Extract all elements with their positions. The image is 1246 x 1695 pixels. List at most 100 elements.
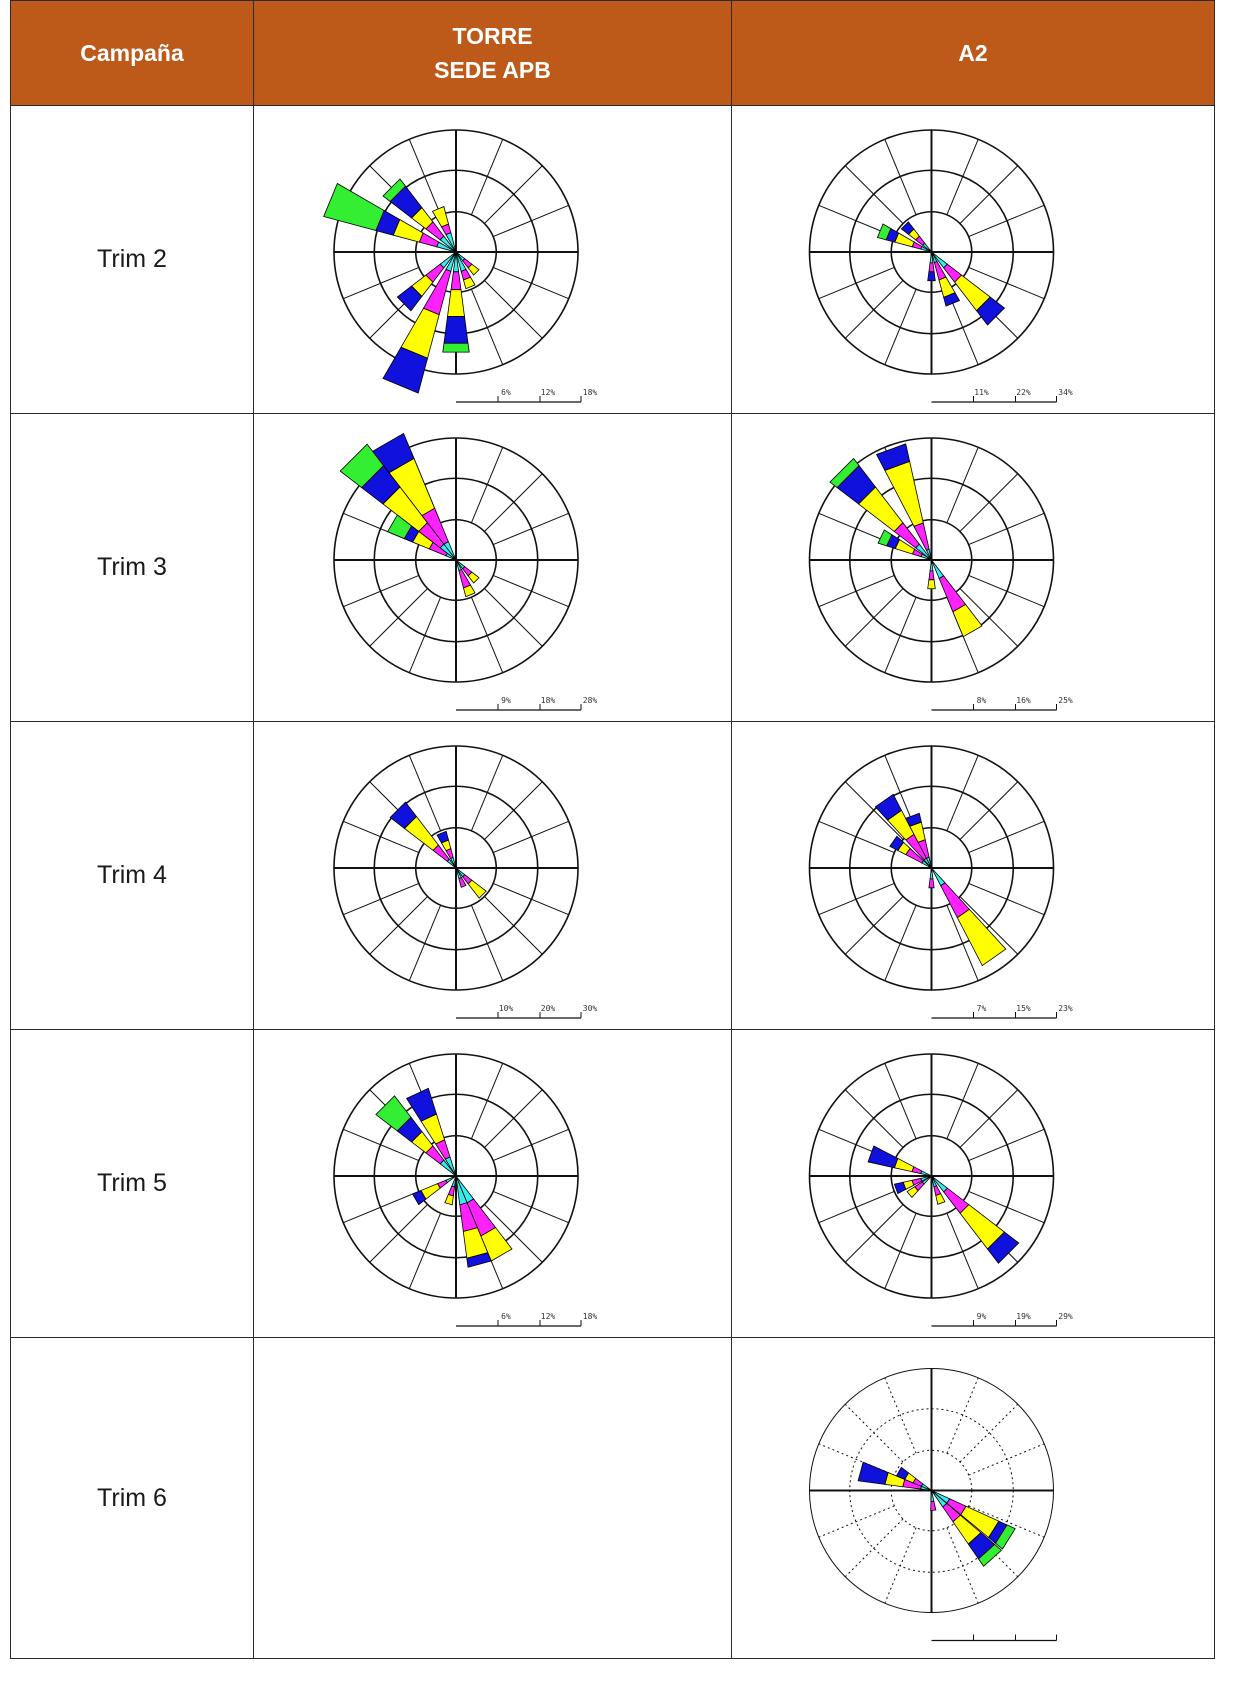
wind-rose-a2: 11% 22% 34% <box>808 129 1073 403</box>
scale-label: 6% <box>501 388 511 397</box>
table-row: Trim 3 9% 18% 28% 8% 16% 25% <box>10 413 1215 722</box>
torre-cell: 10% 20% 30% <box>253 721 732 1030</box>
rose-petal-segment <box>877 529 893 547</box>
grid-spoke <box>470 447 504 523</box>
rose-petal-segment <box>867 1145 899 1169</box>
rose-petal-segment <box>920 1170 931 1177</box>
rose-petal-segment <box>857 1461 889 1485</box>
table-row: Trim 4 10% 20% 30% 7% 15% 23% <box>10 721 1215 1030</box>
grid-spoke <box>968 266 1045 300</box>
grid-spoke <box>968 204 1045 238</box>
grid-spoke <box>493 1128 569 1162</box>
grid-spoke <box>484 280 543 339</box>
grid-spoke <box>484 896 543 955</box>
grid-spoke <box>493 882 569 916</box>
grid-spoke <box>968 1190 1045 1224</box>
scale-label: 12% <box>541 388 556 397</box>
rose-petal-segment <box>467 571 480 584</box>
scale-label: 15% <box>1016 1004 1031 1013</box>
rose-petal-segment <box>443 316 469 344</box>
grid-spoke <box>959 1089 1019 1148</box>
rose-petal-segment <box>442 342 470 353</box>
rose-petal-segment <box>995 1524 1016 1550</box>
rose-petal-segment <box>906 1186 919 1198</box>
wind-rose-a2: 7% 15% 23% <box>808 745 1073 1019</box>
grid-spoke <box>968 1505 1045 1538</box>
grid-spoke <box>844 280 904 339</box>
scale-label: 19% <box>1016 1312 1031 1321</box>
scale-label: 28% <box>583 696 598 705</box>
scale-label: 11% <box>974 388 989 397</box>
rose-petal-segment <box>466 1252 492 1268</box>
rose-petal-segment <box>405 1087 437 1122</box>
rose-petal-segment <box>928 262 935 273</box>
rose-petal-segment <box>463 276 476 290</box>
rose-petal-segment <box>339 443 385 489</box>
grid-spoke <box>959 896 1019 955</box>
scale-label: 7% <box>977 1004 987 1013</box>
scale-label: 23% <box>1058 1004 1073 1013</box>
scale-label: 30% <box>583 1004 598 1013</box>
scale-label: 12% <box>541 1312 556 1321</box>
rose-petal-segment <box>829 457 860 489</box>
rose-petal-segment <box>382 178 407 203</box>
grid-spoke <box>959 1403 1019 1463</box>
table-row: Trim 2 6% 12% 18% 11% 22% 34% <box>10 105 1215 414</box>
scale-label: 22% <box>1016 388 1031 397</box>
header-torre: TORRE SEDE APB <box>253 0 732 106</box>
grid-spoke <box>844 896 904 955</box>
rose-petal-segment <box>412 1190 427 1206</box>
wind-rose-a2 <box>809 1368 1057 1642</box>
rose-petal-segment <box>929 869 934 880</box>
grid-spoke <box>946 1063 979 1139</box>
grid-spoke <box>968 574 1045 608</box>
grid-spoke <box>484 588 543 647</box>
wind-rose-torre: 6% 12% 18% <box>323 129 597 403</box>
torre-cell <box>253 1337 732 1659</box>
scale-label: 34% <box>1058 388 1073 397</box>
grid-spoke <box>946 139 979 215</box>
rose-petal-segment <box>952 603 983 638</box>
grid-spoke <box>818 1505 895 1538</box>
grid-spoke <box>408 905 442 981</box>
grid-spoke <box>844 1204 904 1263</box>
grid-spoke <box>484 781 543 840</box>
rose-petal-segment <box>931 868 946 887</box>
campaign-label: Trim 6 <box>10 1337 254 1659</box>
rose-petal-segment <box>450 271 462 291</box>
grid-spoke <box>884 597 917 673</box>
scale-label: 20% <box>541 1004 556 1013</box>
torre-cell: 6% 12% 18% <box>253 105 732 414</box>
rose-petal-segment <box>447 289 465 317</box>
rose-petal-segment <box>876 223 892 241</box>
rose-petal-segment <box>431 206 449 228</box>
rose-petal-segment <box>382 346 429 394</box>
grid-spoke <box>844 165 904 224</box>
grid-spoke <box>946 447 979 523</box>
rose-petal-segment <box>986 1231 1020 1264</box>
grid-spoke <box>493 1190 569 1224</box>
campaign-label: Trim 2 <box>10 105 254 414</box>
rose-petal-segment <box>928 878 935 889</box>
grid-spoke <box>484 473 543 532</box>
scale-label: 9% <box>977 1312 987 1321</box>
grid-spoke <box>408 139 442 215</box>
grid-spoke <box>369 1204 428 1263</box>
grid-spoke <box>369 896 428 955</box>
grid-spoke <box>470 139 504 215</box>
grid-spoke <box>408 755 442 831</box>
grid-spoke <box>818 882 895 916</box>
grid-spoke <box>369 588 428 647</box>
grid-spoke <box>493 820 569 854</box>
grid-spoke <box>946 905 979 981</box>
scale-label: 16% <box>1016 696 1031 705</box>
scale-label: 9% <box>501 696 511 705</box>
rose-petal-segment <box>977 1543 1003 1567</box>
wind-rose-torre: 10% 20% 30% <box>333 745 598 1019</box>
grid-spoke <box>884 139 917 215</box>
header-torre-line2: SEDE APB <box>434 57 551 83</box>
grid-spoke <box>884 289 917 365</box>
rose-petal-segment <box>893 1181 907 1195</box>
rose-petal-segment <box>396 285 423 312</box>
grid-spoke <box>470 597 504 673</box>
